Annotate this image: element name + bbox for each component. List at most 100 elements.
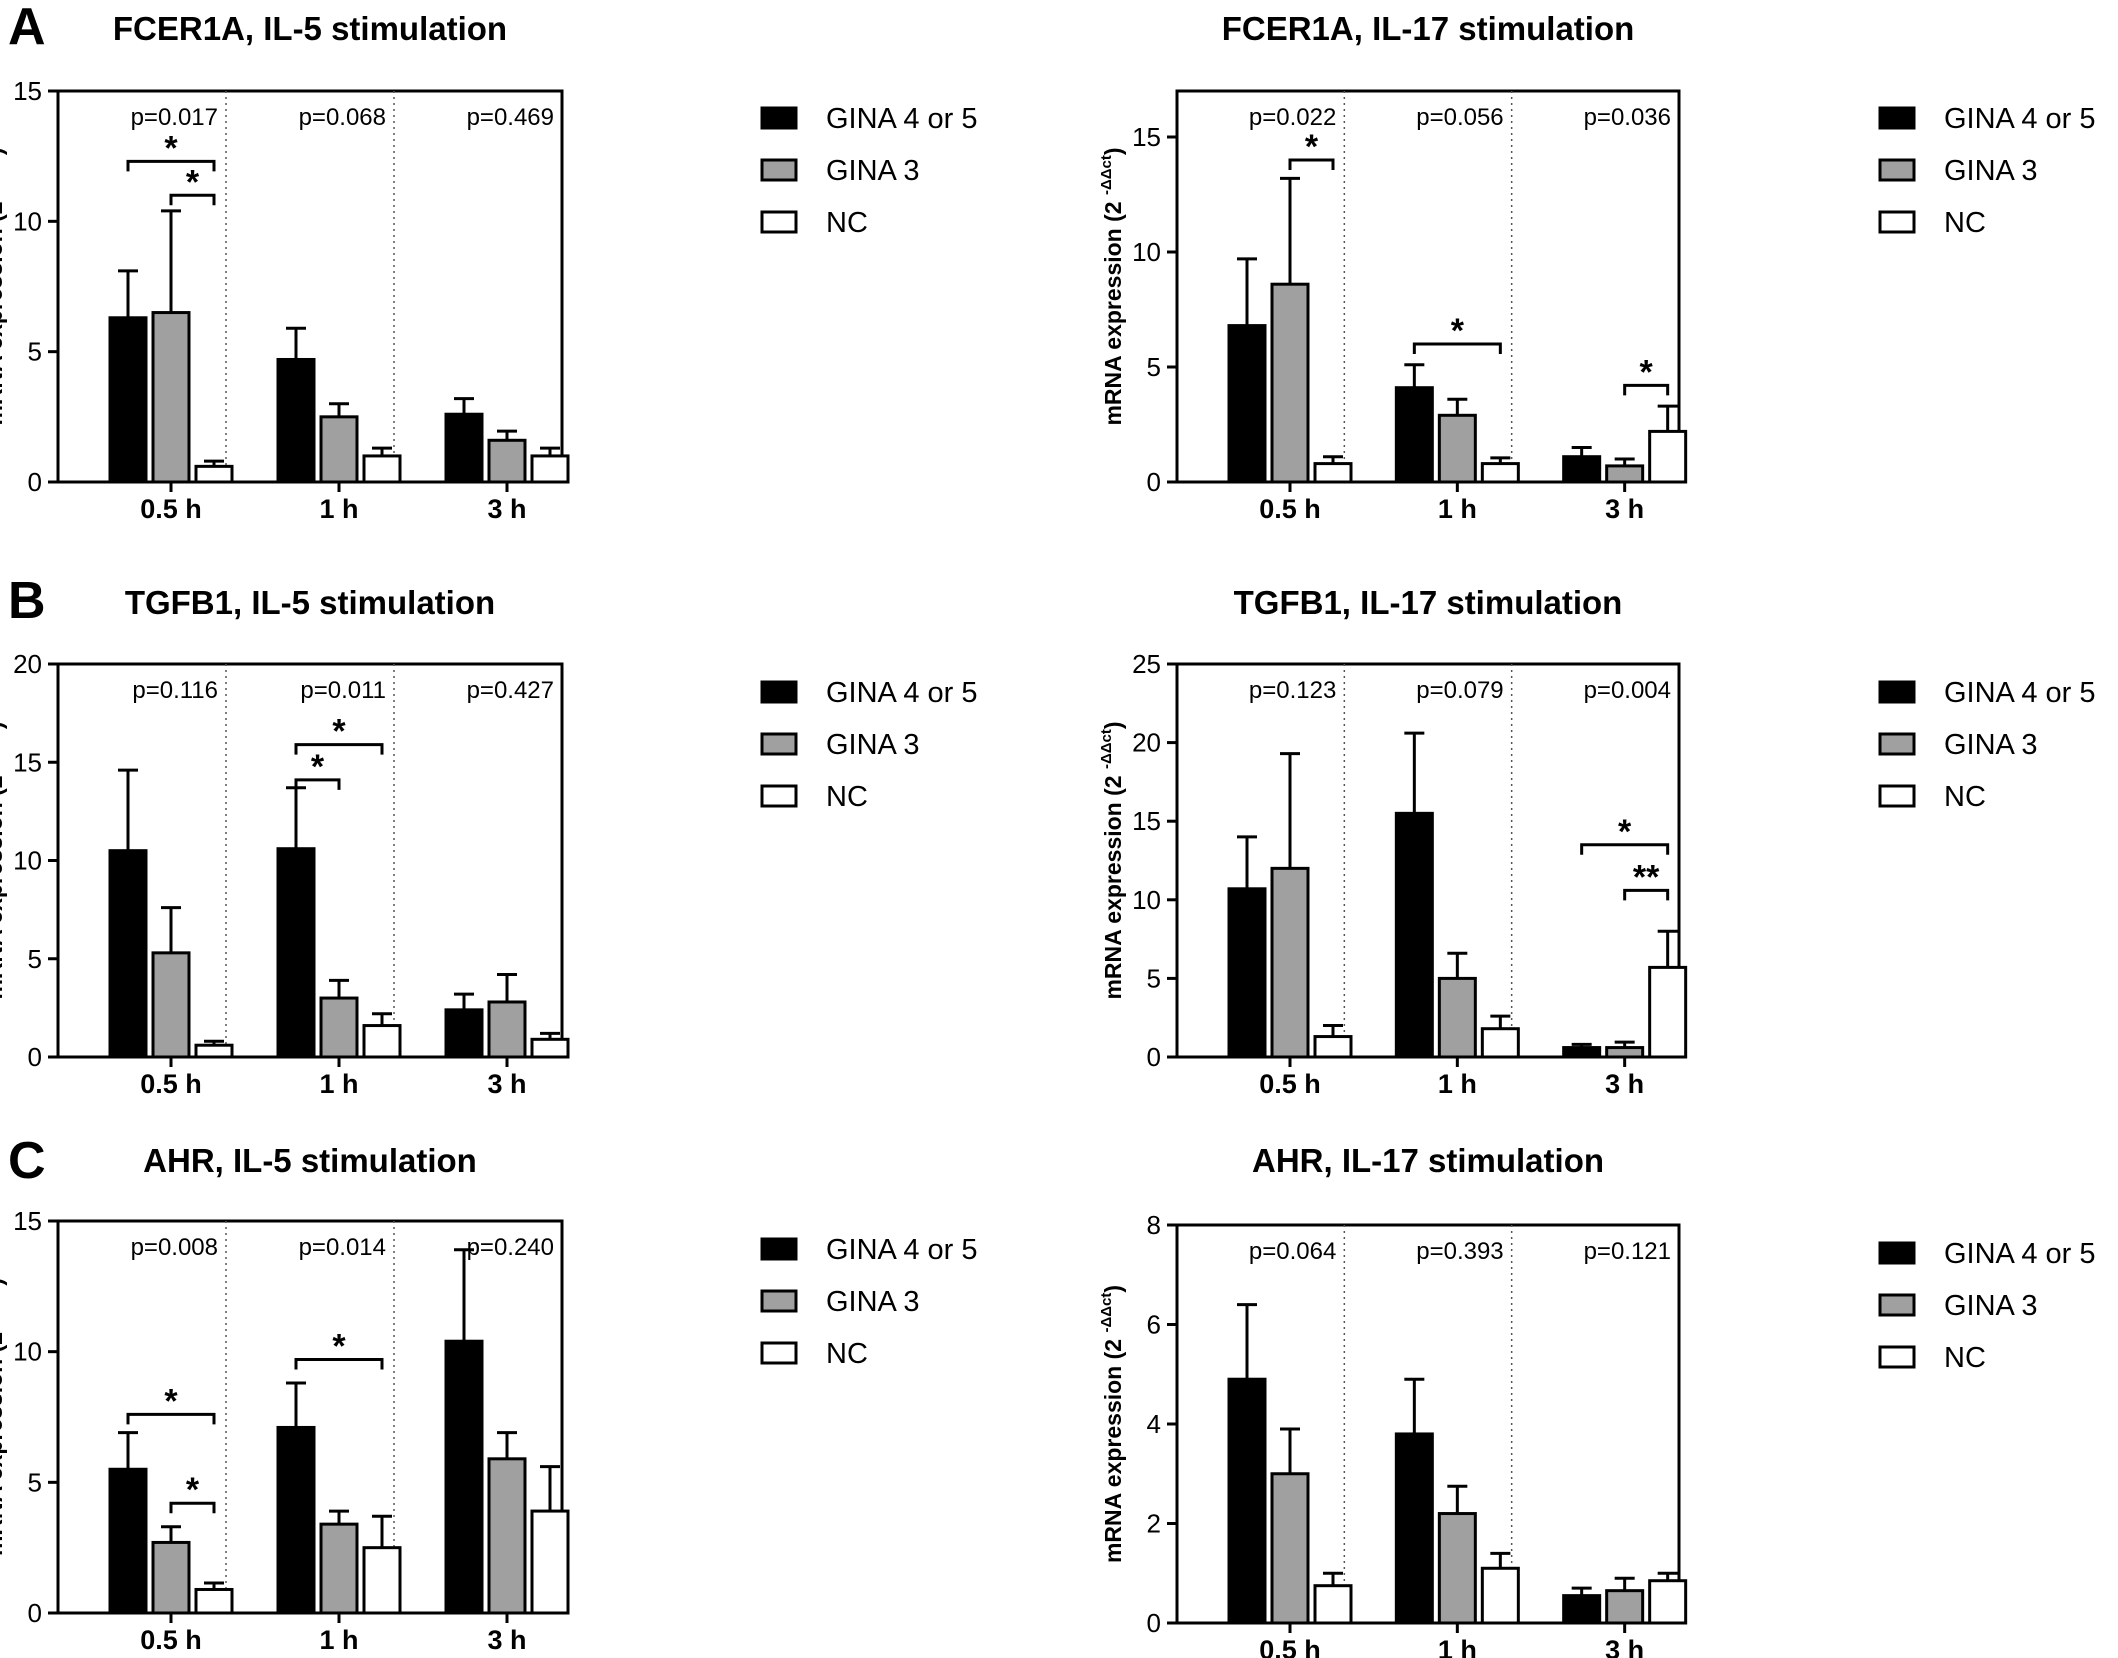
p-value-label: p=0.014 — [299, 1234, 386, 1261]
legend-label: NC — [1944, 207, 1986, 239]
bar-gina-4-or-5 — [108, 316, 148, 484]
legend-label: NC — [826, 207, 868, 239]
bar-gina-3 — [1270, 866, 1310, 1059]
bar-gina-3 — [487, 1457, 527, 1615]
y-axis-label-close: ) — [0, 147, 7, 155]
panel-label-b: B — [8, 572, 46, 630]
significance-marker: * — [1618, 813, 1632, 851]
x-tick-label: 3 h — [1605, 1635, 1644, 1658]
chart-title: FCER1A, IL-5 stimulation — [113, 10, 507, 47]
bar-gina-3 — [1437, 976, 1477, 1059]
y-axis-label-main: mRNA expression (2 — [1100, 769, 1126, 1000]
significance-marker: * — [1305, 128, 1319, 166]
significance-bracket — [1623, 383, 1670, 396]
legend-swatch — [1878, 732, 1916, 756]
bar-nc — [530, 1037, 570, 1059]
significance-marker: * — [186, 1471, 200, 1509]
chart-title: TGFB1, IL-17 stimulation — [1234, 584, 1623, 621]
legend-label: GINA 4 or 5 — [1944, 103, 2096, 135]
y-tick-label: 10 — [1132, 237, 1161, 267]
legend-label: GINA 3 — [826, 155, 920, 187]
chart-title: TGFB1, IL-5 stimulation — [125, 584, 495, 621]
p-value-label: p=0.469 — [467, 104, 554, 131]
x-tick-label: 1 h — [1438, 1635, 1477, 1658]
y-axis-label: mRNA expression (2 -ΔΔct) — [1098, 721, 1126, 999]
y-tick-label: 0 — [28, 1598, 42, 1628]
significance-marker: * — [164, 129, 178, 167]
bar-nc — [1480, 1566, 1520, 1625]
bar-gina-4-or-5 — [444, 1339, 484, 1615]
y-tick-label: 5 — [28, 944, 42, 974]
y-axis-label-superscript: -ΔΔct — [1098, 729, 1115, 769]
p-value-label: p=0.036 — [1584, 104, 1671, 131]
bar-nc — [362, 1024, 402, 1059]
y-axis-label-close: ) — [1100, 1285, 1126, 1293]
legend-label: NC — [1944, 1342, 1986, 1374]
y-tick-label: 25 — [1132, 649, 1161, 679]
p-value-label: p=0.123 — [1249, 677, 1336, 704]
y-tick-label: 10 — [13, 1337, 42, 1367]
bar-gina-4-or-5 — [1227, 324, 1267, 484]
significance-marker: ** — [1633, 858, 1660, 896]
significance-marker: * — [332, 1328, 346, 1366]
bar-gina-4-or-5 — [1394, 386, 1434, 484]
bar-gina-4-or-5 — [444, 412, 484, 484]
chart-3: TGFB1, IL-5 stimulation 0 5 10 15 20 mRNA expr… — [0, 584, 978, 1099]
x-tick-label: 1 h — [319, 494, 358, 524]
bar-nc — [362, 454, 402, 484]
legend-swatch — [1878, 784, 1916, 808]
y-axis-label: mRNA expression (2 -ΔΔct) — [0, 1278, 7, 1556]
p-value-label: p=0.427 — [467, 677, 554, 704]
significance-marker: * — [186, 163, 200, 201]
legend-label: NC — [1944, 781, 1986, 813]
bar-nc — [194, 1043, 234, 1059]
legend-label: NC — [826, 1338, 868, 1370]
x-tick-label: 3 h — [487, 494, 526, 524]
legend-swatch — [1878, 158, 1916, 182]
y-tick-label: 15 — [13, 1206, 42, 1236]
significance-marker: * — [332, 713, 346, 751]
p-value-label: p=0.004 — [1584, 677, 1671, 704]
y-axis-label: mRNA expression (2 -ΔΔct) — [0, 721, 7, 999]
bar-gina-4-or-5 — [1562, 1046, 1602, 1059]
y-tick-label: 5 — [1147, 352, 1161, 382]
x-tick-label: 1 h — [319, 1625, 358, 1655]
p-value-label: p=0.116 — [132, 677, 218, 704]
significance-bracket — [169, 1501, 216, 1514]
legend-label: NC — [826, 781, 868, 813]
legend-label: GINA 3 — [1944, 1290, 2038, 1322]
y-tick-label: 0 — [1147, 1042, 1161, 1072]
bar-gina-3 — [151, 1540, 191, 1615]
bar-gina-3 — [487, 1000, 527, 1059]
x-tick-label: 3 h — [1605, 494, 1644, 524]
bar-gina-4-or-5 — [108, 849, 148, 1059]
p-value-label: p=0.064 — [1249, 1238, 1336, 1265]
bar-gina-3 — [1605, 464, 1645, 484]
panel-label-a: A — [8, 0, 46, 56]
bar-nc — [362, 1546, 402, 1615]
bar-gina-3 — [319, 415, 359, 484]
legend-swatch — [760, 210, 798, 234]
y-tick-label: 15 — [13, 747, 42, 777]
bar-nc — [1480, 1027, 1520, 1059]
legend-label: GINA 3 — [826, 729, 920, 761]
y-tick-label: 0 — [28, 467, 42, 497]
x-tick-label: 0.5 h — [140, 494, 202, 524]
legend-label: GINA 3 — [1944, 729, 2038, 761]
y-tick-label: 0 — [28, 1042, 42, 1072]
legend-label: GINA 3 — [1944, 155, 2038, 187]
bar-gina-4-or-5 — [1562, 1594, 1602, 1625]
chart-5: AHR, IL-5 stimulation 0 5 10 15 mRNA expressi… — [0, 1142, 978, 1655]
x-tick-label: 0.5 h — [140, 1625, 202, 1655]
legend-swatch — [760, 158, 798, 182]
bar-nc — [194, 1587, 234, 1615]
legend-swatch — [760, 784, 798, 808]
charts-group: FCER1A, IL-5 stimulation 0 5 10 15 mRNA expre… — [0, 10, 2096, 1658]
y-axis-label: mRNA expression (2 -ΔΔct) — [1098, 1285, 1126, 1563]
x-tick-label: 1 h — [1438, 494, 1477, 524]
bar-nc — [1313, 1584, 1353, 1625]
legend-label: GINA 4 or 5 — [1944, 677, 2096, 709]
y-axis-label-superscript: -ΔΔct — [1098, 155, 1115, 195]
